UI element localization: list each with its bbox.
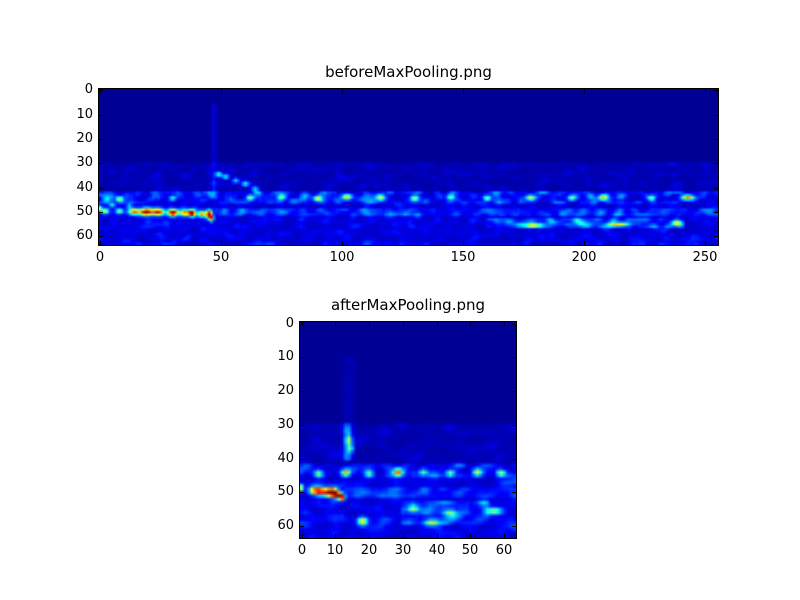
y-tick-mark (714, 212, 718, 213)
y-tick-mark (99, 188, 103, 189)
x-tick-mark (369, 322, 370, 326)
x-tick-label: 30 (394, 543, 412, 558)
x-tick-mark (342, 89, 343, 93)
x-tick-label: 50 (461, 543, 479, 558)
y-tick-mark (300, 357, 304, 358)
y-tick-mark (300, 324, 304, 325)
x-tick-mark (335, 322, 336, 326)
x-tick-label: 150 (450, 250, 476, 265)
x-tick-label: 20 (360, 543, 378, 558)
y-tick-mark (300, 459, 304, 460)
y-tick-mark (714, 188, 718, 189)
y-tick-label: 40 (76, 180, 93, 195)
y-tick-mark (714, 163, 718, 164)
y-tick-label: 30 (76, 155, 93, 170)
x-tick-mark (403, 322, 404, 326)
y-tick-mark (99, 236, 103, 237)
y-tick-mark (300, 391, 304, 392)
y-tick-label: 0 (84, 82, 93, 97)
x-tick-mark (470, 322, 471, 326)
y-tick-mark (512, 357, 516, 358)
y-tick-mark (99, 115, 103, 116)
y-tick-label: 30 (277, 417, 294, 432)
x-tick-mark (705, 241, 706, 245)
x-tick-mark (504, 534, 505, 538)
y-tick-mark (512, 324, 516, 325)
y-tick-label: 10 (277, 349, 294, 364)
x-tick-label: 0 (95, 250, 105, 265)
y-tick-label: 60 (277, 518, 294, 533)
y-tick-label: 40 (277, 451, 294, 466)
y-tick-mark (512, 459, 516, 460)
x-tick-label: 40 (428, 543, 446, 558)
y-tick-mark (300, 526, 304, 527)
x-tick-mark (221, 89, 222, 93)
y-tick-mark (714, 90, 718, 91)
x-tick-label: 10 (326, 543, 344, 558)
x-tick-label: 60 (495, 543, 513, 558)
y-tick-mark (99, 90, 103, 91)
y-tick-label: 10 (76, 107, 93, 122)
x-tick-label: 100 (329, 250, 355, 265)
y-tick-mark (512, 391, 516, 392)
x-tick-mark (369, 534, 370, 538)
x-tick-mark (100, 241, 101, 245)
y-tick-mark (512, 425, 516, 426)
x-tick-mark (584, 89, 585, 93)
plot-box-after-maxpooling (299, 321, 517, 539)
y-tick-label: 50 (76, 204, 93, 219)
x-tick-label: 200 (571, 250, 597, 265)
y-tick-label: 50 (277, 484, 294, 499)
x-tick-mark (403, 534, 404, 538)
y-tick-label: 20 (277, 383, 294, 398)
y-tick-label: 0 (285, 316, 294, 331)
y-tick-mark (714, 236, 718, 237)
y-tick-mark (512, 492, 516, 493)
x-tick-mark (437, 322, 438, 326)
y-tick-mark (300, 425, 304, 426)
x-tick-mark (584, 241, 585, 245)
y-tick-mark (99, 212, 103, 213)
x-tick-label: 50 (212, 250, 230, 265)
x-tick-mark (437, 534, 438, 538)
x-tick-mark (463, 89, 464, 93)
chart-title-before-maxpooling: beforeMaxPooling.png (325, 63, 492, 81)
x-tick-label: 250 (692, 250, 718, 265)
x-tick-mark (705, 89, 706, 93)
heatmap-canvas-before (99, 89, 718, 245)
x-tick-mark (335, 534, 336, 538)
chart-title-after-maxpooling: afterMaxPooling.png (330, 296, 486, 314)
y-tick-label: 20 (76, 131, 93, 146)
x-tick-mark (302, 534, 303, 538)
y-tick-mark (714, 139, 718, 140)
x-tick-mark (221, 241, 222, 245)
y-tick-mark (714, 115, 718, 116)
y-tick-mark (99, 163, 103, 164)
y-tick-mark (300, 492, 304, 493)
x-tick-label: 0 (297, 543, 307, 558)
y-tick-mark (512, 526, 516, 527)
plot-box-before-maxpooling (98, 88, 719, 246)
x-tick-mark (100, 89, 101, 93)
y-tick-label: 60 (76, 228, 93, 243)
x-tick-mark (504, 322, 505, 326)
x-tick-mark (463, 241, 464, 245)
y-tick-mark (99, 139, 103, 140)
x-tick-mark (470, 534, 471, 538)
heatmap-canvas-after (300, 322, 516, 538)
x-tick-mark (342, 241, 343, 245)
